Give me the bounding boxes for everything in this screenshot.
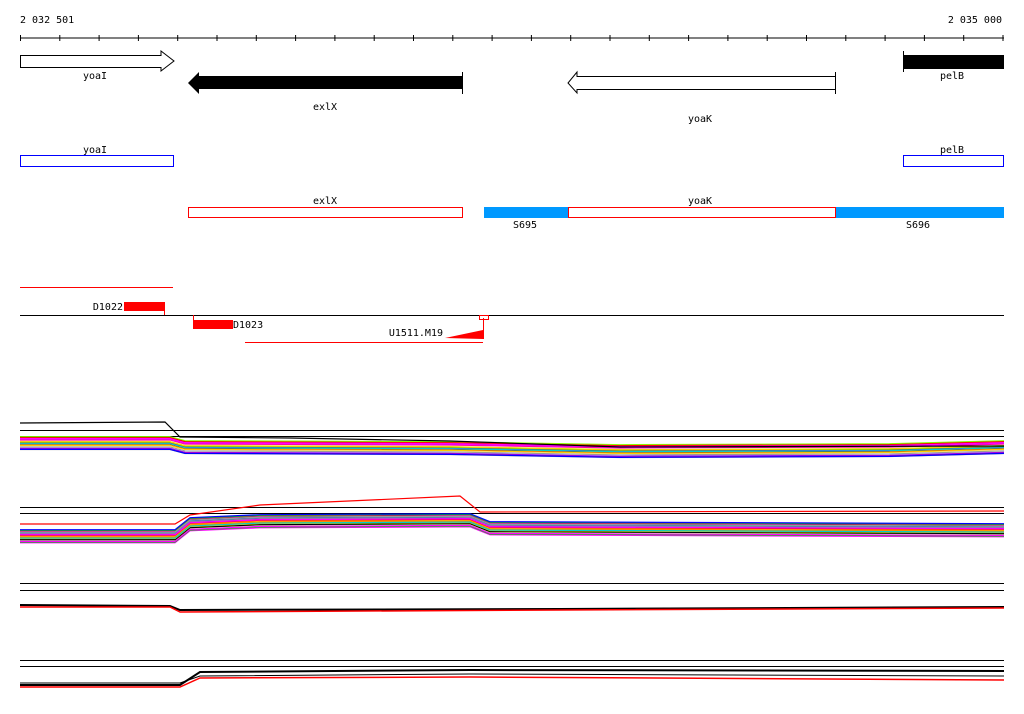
annot-label-pelb: pelB xyxy=(940,145,964,156)
trace-line xyxy=(20,444,1005,455)
gene-label-pelb: pelB xyxy=(940,71,964,82)
feature-d1022[interactable] xyxy=(124,302,165,311)
gene-arrow-yoak[interactable] xyxy=(567,70,836,95)
trace-line xyxy=(20,437,1005,447)
feature-d1023[interactable] xyxy=(193,320,233,329)
feature-label-d1023: D1023 xyxy=(233,320,263,331)
trace-line xyxy=(20,513,1005,531)
transcript-box-exlx[interactable] xyxy=(188,207,463,218)
gene-arrow-exlx[interactable] xyxy=(188,72,462,94)
trace-line xyxy=(20,448,1005,458)
feature-u1511[interactable] xyxy=(445,330,483,339)
trace-line xyxy=(19,421,1005,448)
segment-label-s696: S696 xyxy=(906,220,930,231)
trace-line xyxy=(20,520,1005,538)
transcript-label-yoak: yoaK xyxy=(688,196,712,207)
ruler-end-label: 2 035 000 xyxy=(948,15,1002,26)
trace-line xyxy=(20,495,1005,525)
ruler-start-label: 2 032 501 xyxy=(20,15,74,26)
trace-line xyxy=(20,676,1005,688)
trace-line xyxy=(20,447,1005,457)
trace-line xyxy=(20,523,1005,541)
trace-line xyxy=(20,515,1005,533)
gene-label-yoai: yoaI xyxy=(83,71,107,82)
trace-line xyxy=(20,518,1005,536)
segment-s696[interactable] xyxy=(835,207,1004,218)
feature-label-u1511: U1511.M19 xyxy=(389,328,443,339)
trace-line xyxy=(19,604,1005,612)
trace-line xyxy=(20,668,1005,686)
gene-arrow-yoai[interactable] xyxy=(20,49,175,73)
feature-label-d1022: D1022 xyxy=(93,302,123,313)
trace-line xyxy=(20,439,1005,449)
trace-line xyxy=(20,514,1005,532)
trace-line xyxy=(20,524,1005,542)
segment-s695[interactable] xyxy=(484,207,569,218)
trace-line xyxy=(20,526,1005,544)
annot-box-pelb[interactable] xyxy=(903,155,1004,167)
trace-line xyxy=(20,446,1005,456)
trace-line xyxy=(20,673,1005,684)
annot-box-yoai[interactable] xyxy=(20,155,174,167)
trace-line xyxy=(20,606,1005,613)
trace-line xyxy=(20,438,1005,448)
gene-bar-pelb[interactable] xyxy=(904,55,1004,69)
transcript-label-exlx: exlX xyxy=(313,196,337,207)
ruler xyxy=(20,35,1004,41)
transcript-box-yoak[interactable] xyxy=(568,207,836,218)
gene-label-exlx: exlX xyxy=(313,102,337,113)
segment-label-s695: S695 xyxy=(513,220,537,231)
gene-label-yoak: yoaK xyxy=(688,114,712,125)
trace-line xyxy=(20,436,1005,446)
annot-label-yoai: yoaI xyxy=(83,145,107,156)
expression-traces xyxy=(19,421,1005,688)
trace-line xyxy=(20,443,1005,453)
trace-line xyxy=(20,521,1005,539)
trace-line xyxy=(20,441,1005,451)
